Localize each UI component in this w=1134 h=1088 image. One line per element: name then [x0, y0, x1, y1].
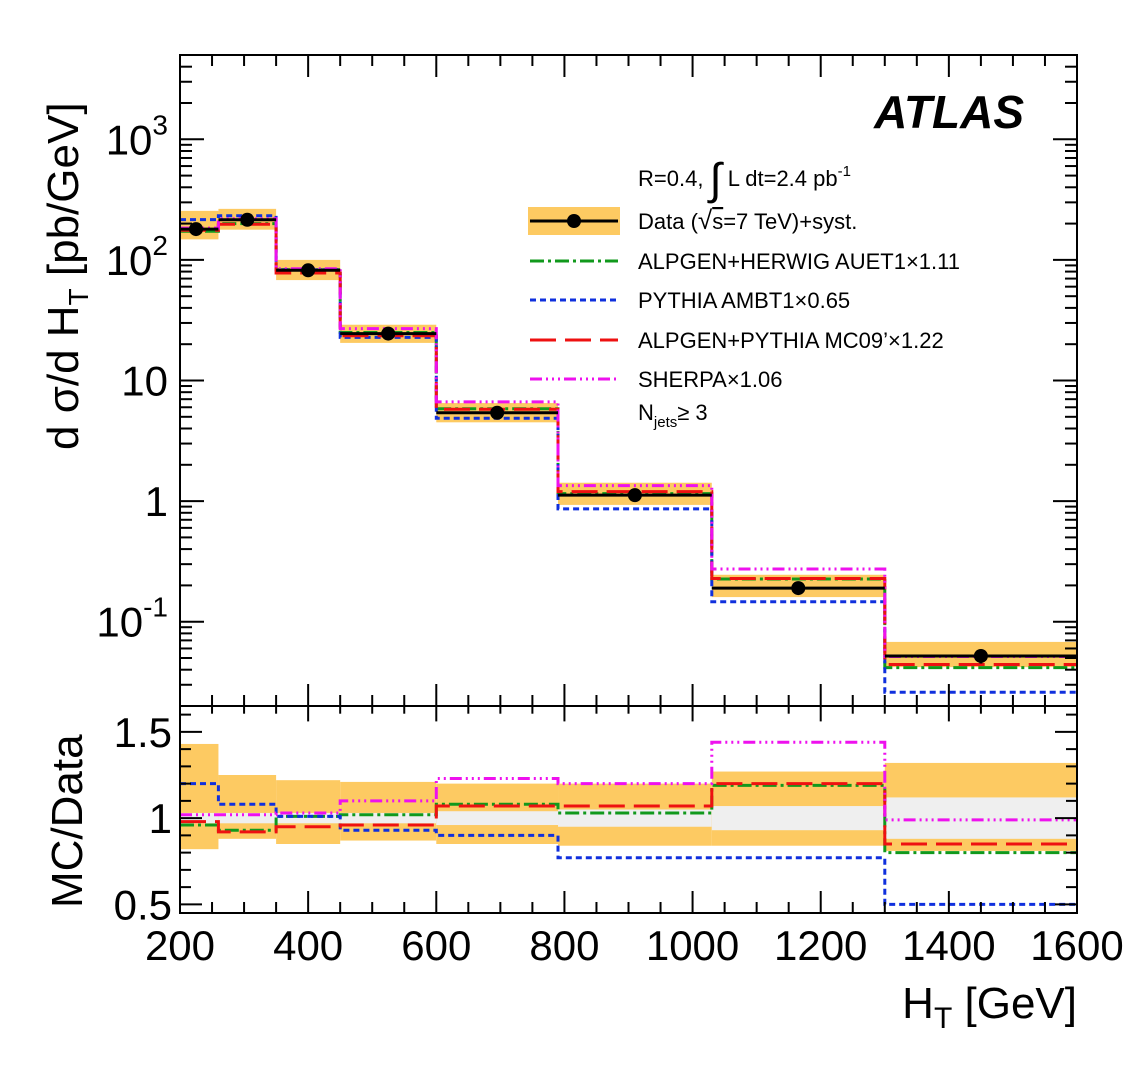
ratio-syst-band-bin [340, 781, 437, 841]
x-tick-label: 1000 [646, 922, 739, 969]
main-mc-alpgen_herwig [180, 222, 1077, 670]
x-tick-label: 200 [145, 922, 215, 969]
ratio-y-axis-title: MC/Data [43, 734, 92, 908]
ratio-stat-band-bin [884, 797, 1077, 839]
atlas-label: ATLAS [873, 86, 1024, 138]
legend-njets: Njets≥ 3 [638, 400, 708, 431]
main-y-tick-base: 10 [106, 116, 153, 163]
ratio-y-tick-label: 1.5 [114, 709, 172, 756]
legend-pythia-label: PYTHIA AMBT1×0.65 [638, 288, 850, 313]
ratio-stat-band-bin [711, 806, 885, 831]
data-point [490, 405, 505, 420]
main-y-tick-exponent: 2 [152, 230, 168, 261]
legend-data-label: Data (√s=7 TeV)+syst. [638, 205, 857, 235]
main-y-tick-label: 1 [145, 478, 168, 525]
ratio-y-ticks: 0.5 1 1.5 [114, 709, 1077, 928]
ratio-y-tick-label: 1 [149, 795, 172, 842]
main-panel-frame [179, 54, 1078, 707]
x-tick-label: 800 [529, 922, 599, 969]
ratio-mc-pythia [180, 782, 1077, 906]
main-y-tick-exponent: 3 [152, 109, 168, 140]
main-y-tick-base: 1 [145, 478, 168, 525]
legend: R=0.4, ∫ L dt=2.4 pb-1 Data (√s=7 TeV)+s… [528, 155, 960, 431]
ratio-stat-band-bin [276, 812, 341, 824]
ratio-mc-sherpa [180, 740, 1077, 822]
main-mc-histograms [180, 214, 1077, 694]
ratio-syst-band-bin [180, 743, 219, 850]
main-y-tick-exponent: -1 [143, 592, 168, 623]
legend-alpgen-herwig-label: ALPGEN+HERWIG AUET1×1.11 [638, 249, 960, 274]
main-y-tick-base: 10 [106, 237, 153, 284]
x-ticks: 200 400 600 800 1000 1200 1400 1600 [145, 55, 1124, 969]
main-y-tick-base: 10 [121, 358, 168, 405]
x-tick-label: 1400 [902, 922, 995, 969]
main-y-tick-base: 10 [96, 599, 143, 646]
main-data-points [180, 212, 1077, 664]
ratio-mc-histograms [180, 740, 1077, 906]
ratio-mc-alpgen_pythia [180, 782, 1077, 846]
x-tick-label: 400 [273, 922, 343, 969]
data-point [301, 263, 316, 278]
ratio-stat-band-bin [436, 811, 559, 826]
data-point [240, 212, 255, 227]
main-y-axis-title: d σ/d HT [pb/GeV] [39, 102, 94, 450]
main-y-tick-label: 102 [106, 230, 168, 284]
x-tick-label: 600 [401, 922, 471, 969]
ratio-y-tick-label: 0.5 [114, 881, 172, 928]
legend-alpgen-pythia-label: ALPGEN+PYTHIA MC09’×1.22 [638, 328, 944, 353]
main-mc-pythia [180, 214, 1077, 694]
legend-header: R=0.4, ∫ L dt=2.4 pb-1 [638, 155, 851, 204]
main-syst-bands [180, 208, 1077, 668]
data-point [189, 222, 204, 237]
main-y-tick-label: 10 [121, 358, 168, 405]
data-point [627, 488, 642, 503]
main-mc-alpgen_pythia [180, 222, 1077, 666]
ratio-bands [180, 743, 1077, 851]
legend-sherpa-label: SHERPA×1.06 [638, 367, 783, 392]
data-point [791, 581, 806, 596]
data-point [381, 326, 396, 341]
x-axis-title: HT [GeV] [902, 979, 1077, 1035]
legend-data-marker [567, 214, 581, 228]
x-tick-label: 1600 [1030, 922, 1123, 969]
ratio-syst-band-bin [218, 775, 277, 839]
main-mc-sherpa [180, 217, 1077, 658]
ratio-stat-band-bin [340, 812, 437, 824]
main-y-tick-label: 103 [106, 109, 168, 163]
main-y-tick-label: 10-1 [96, 592, 168, 646]
data-point [973, 648, 988, 663]
x-tick-label: 1200 [774, 922, 867, 969]
ratio-stat-band-bin [218, 812, 277, 824]
